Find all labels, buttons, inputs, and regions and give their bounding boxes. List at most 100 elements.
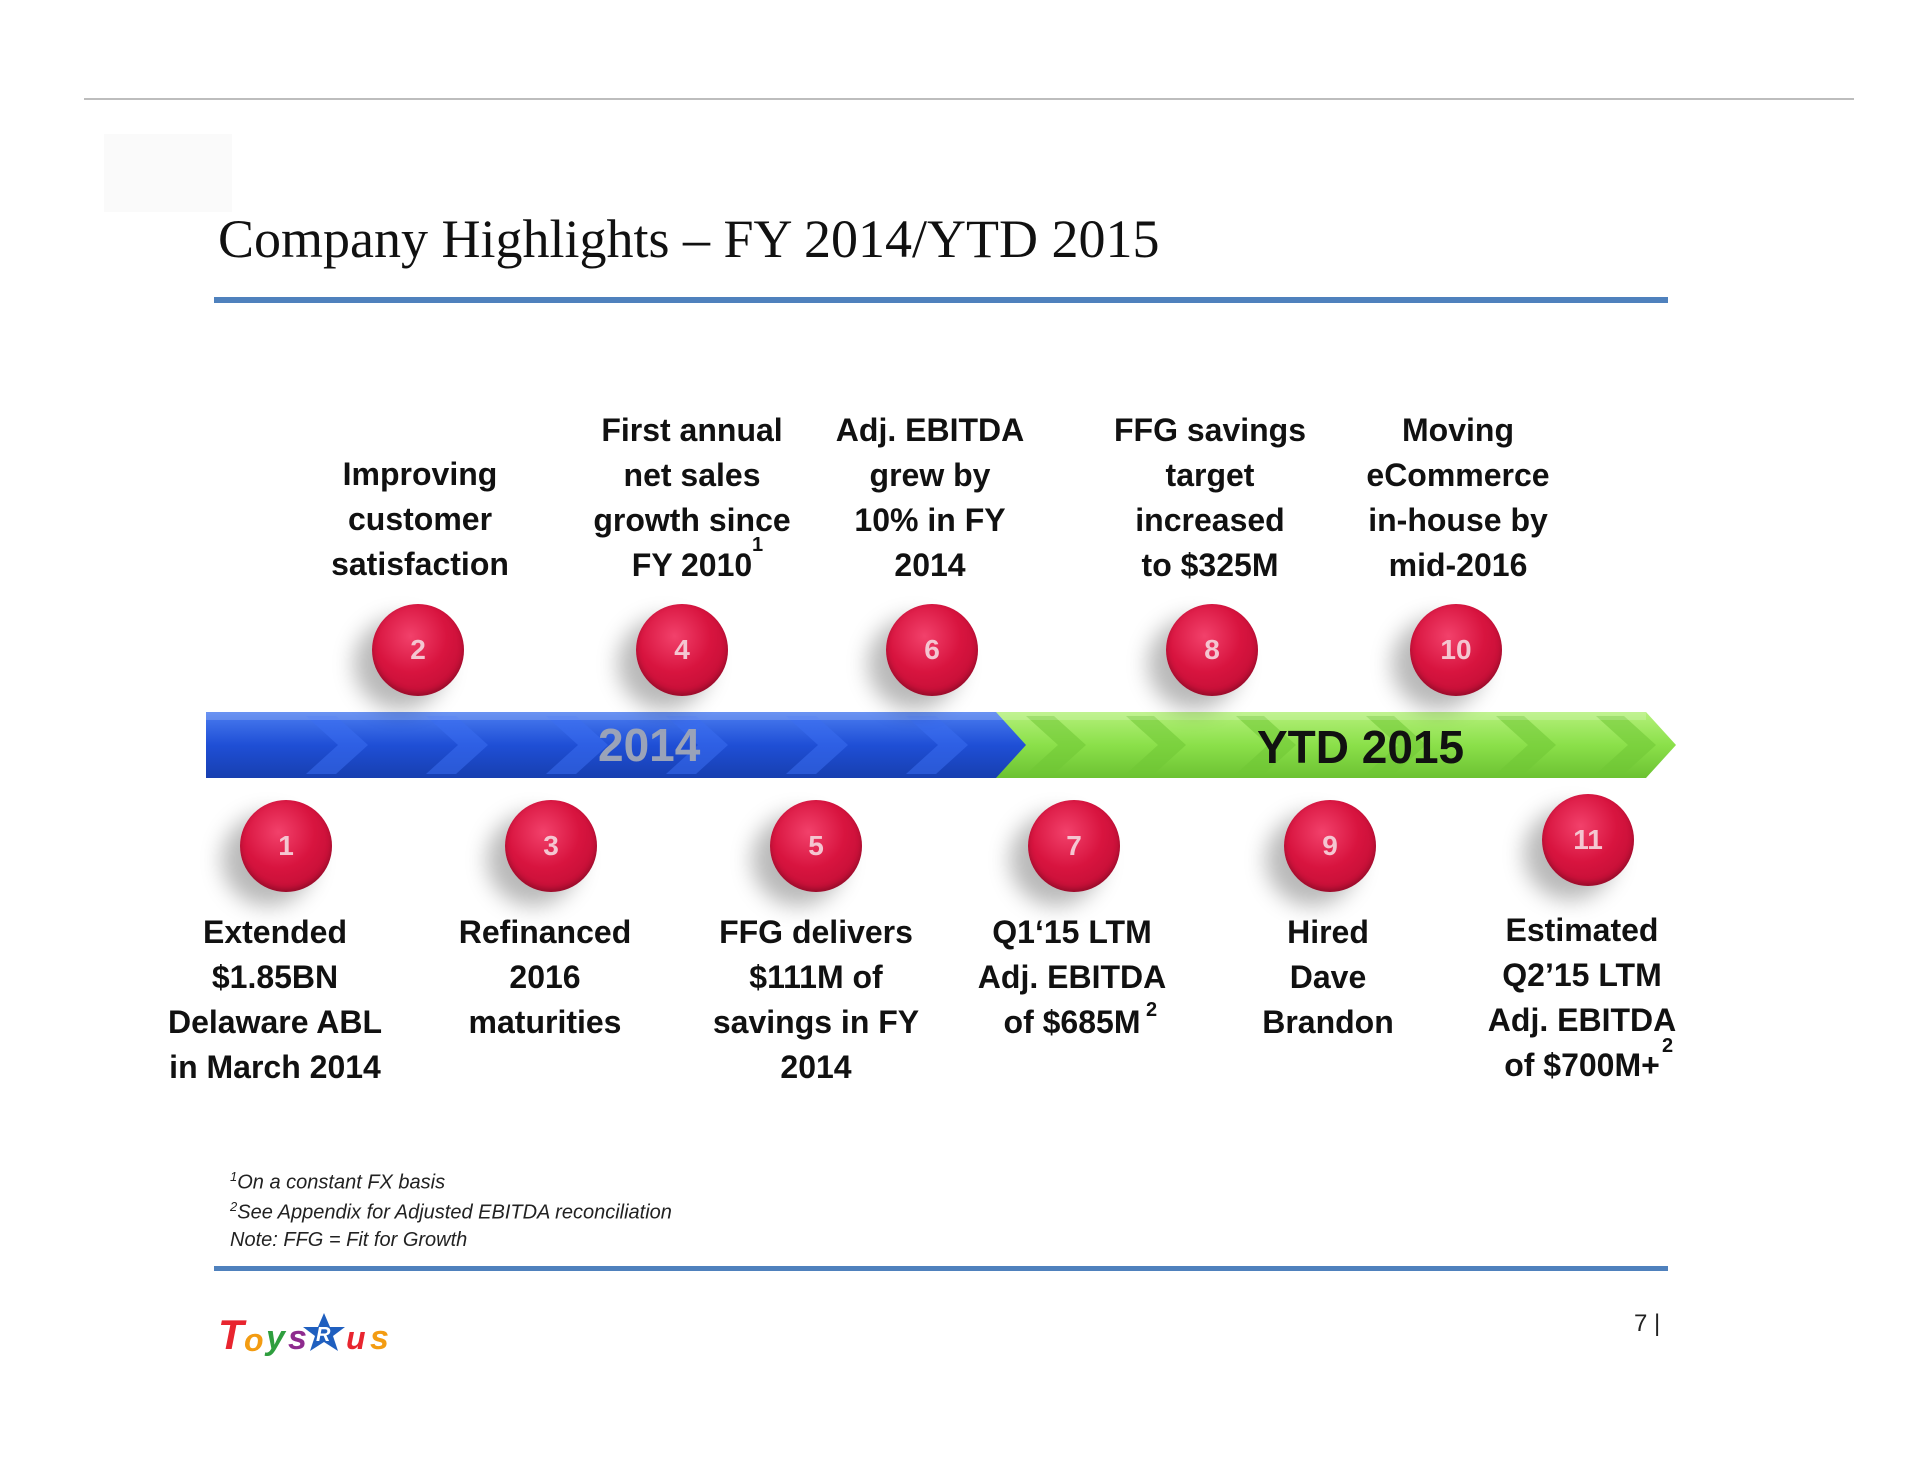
label-line: Q2’15 LTM bbox=[1502, 957, 1662, 993]
label-line: FY 2010 bbox=[631, 547, 753, 583]
milestone-label-10: Moving eCommerce in-house by mid-2016 bbox=[1328, 408, 1588, 588]
label-line: Estimated bbox=[1505, 912, 1659, 948]
footnote-1: 1On a constant FX basis bbox=[230, 1170, 445, 1193]
svg-text:s: s bbox=[288, 1319, 307, 1357]
milestone-marker-7: 7 bbox=[1028, 800, 1120, 892]
footnote-note: Note: FFG = Fit for Growth bbox=[230, 1230, 467, 1250]
milestone-label-1: Extended $1.85BN Delaware ABL in March 2… bbox=[145, 910, 405, 1090]
svg-text:u: u bbox=[346, 1320, 366, 1356]
timeline-chevron bbox=[1596, 716, 1656, 774]
label-line: 2014 bbox=[780, 1049, 852, 1085]
label-line: maturities bbox=[468, 1004, 622, 1040]
label-line: Q1‘15 LTM bbox=[992, 914, 1152, 950]
label-line: in-house by bbox=[1368, 502, 1548, 538]
footnote-2: 2See Appendix for Adjusted EBITDA reconc… bbox=[230, 1200, 672, 1223]
label-line: Brandon bbox=[1262, 1004, 1394, 1040]
label-line: mid-2016 bbox=[1388, 547, 1528, 583]
milestone-number: 2 bbox=[410, 634, 426, 665]
milestone-marker-4: 4 bbox=[636, 604, 728, 696]
timeline-chevron bbox=[1026, 716, 1086, 774]
timeline-chevron bbox=[426, 716, 488, 774]
label-line: net sales bbox=[623, 457, 761, 493]
label-line: 10% in FY bbox=[854, 502, 1006, 538]
milestone-label-7: Q1‘15 LTM Adj. EBITDA of $685M bbox=[942, 910, 1202, 1045]
label-line: of $685M bbox=[1003, 1004, 1141, 1040]
timeline-chevron bbox=[1126, 716, 1186, 774]
label-line: FFG savings bbox=[1113, 412, 1307, 448]
milestone-label-3: Refinanced 2016 maturities bbox=[415, 910, 675, 1045]
milestone-label-11: Estimated Q2’15 LTM Adj. EBITDA of $700M… bbox=[1452, 908, 1712, 1088]
milestone-label-9: Hired Dave Brandon bbox=[1198, 910, 1458, 1045]
footnote-ref-2: 2 bbox=[1662, 1035, 1674, 1057]
footnote-marker: 1 bbox=[230, 1169, 238, 1184]
label-line: customer bbox=[347, 501, 493, 537]
footnote-text: Note: FFG = Fit for Growth bbox=[230, 1229, 468, 1251]
label-line: of $700M+ bbox=[1504, 1047, 1660, 1083]
milestone-number: 9 bbox=[1322, 830, 1338, 861]
milestone-marker-3: 3 bbox=[505, 800, 597, 892]
milestone-marker-6: 6 bbox=[886, 604, 978, 696]
timeline-chevron bbox=[1366, 716, 1426, 774]
label-line: Extended bbox=[202, 914, 348, 950]
label-line: 2016 bbox=[509, 959, 581, 995]
footnote-ref-1: 1 bbox=[752, 534, 764, 556]
label-line: Adj. EBITDA bbox=[977, 959, 1167, 995]
milestone-label-4: First annual net sales growth since FY 2… bbox=[562, 408, 822, 588]
timeline-chevron bbox=[786, 716, 848, 774]
timeline-chevron bbox=[306, 716, 368, 774]
footnote-marker: 2 bbox=[230, 1199, 238, 1214]
label-line: to $325M bbox=[1141, 547, 1279, 583]
label-line: savings in FY bbox=[712, 1004, 920, 1040]
label-line: $111M of bbox=[749, 959, 883, 995]
label-line: Improving bbox=[342, 456, 498, 492]
label-line: target bbox=[1165, 457, 1255, 493]
milestone-number: 11 bbox=[1573, 824, 1603, 855]
milestone-number: 10 bbox=[1440, 634, 1472, 665]
label-line: First annual bbox=[601, 412, 783, 448]
timeline-highlight bbox=[206, 712, 1646, 720]
milestone-marker-10: 10 bbox=[1410, 604, 1502, 696]
label-line: Delaware ABL bbox=[168, 1004, 382, 1040]
label-line: growth since bbox=[593, 502, 791, 538]
footnote-text: See Appendix for Adjusted EBITDA reconci… bbox=[237, 1201, 672, 1224]
timeline-label-ytd-2015: YTD 2015 bbox=[1257, 721, 1465, 773]
milestone-marker-11: 11 bbox=[1542, 794, 1634, 886]
timeline-arrow bbox=[206, 712, 1676, 778]
label-line: Dave bbox=[1289, 959, 1367, 995]
milestone-label-5: FFG delivers $111M of savings in FY 2014 bbox=[686, 910, 946, 1090]
milestone-label-8: FFG savings target increased to $325M bbox=[1080, 408, 1340, 588]
label-line: FFG delivers bbox=[719, 914, 913, 950]
milestone-number: 4 bbox=[674, 634, 690, 665]
label-line: Refinanced bbox=[458, 914, 632, 950]
label-line: Hired bbox=[1287, 914, 1369, 950]
timeline-chevron bbox=[906, 716, 968, 774]
timeline-label-2014: 2014 bbox=[598, 719, 701, 771]
label-line: 2014 bbox=[894, 547, 966, 583]
label-line: eCommerce bbox=[1366, 457, 1550, 493]
label-line: in March 2014 bbox=[169, 1049, 381, 1085]
milestone-number: 8 bbox=[1204, 634, 1220, 665]
milestone-marker-1: 1 bbox=[240, 800, 332, 892]
label-line: Adj. EBITDA bbox=[835, 412, 1025, 448]
milestone-number: 7 bbox=[1066, 830, 1082, 861]
milestone-marker-2: 2 bbox=[372, 604, 464, 696]
title-underline bbox=[214, 297, 1668, 303]
footnote-text: On a constant FX basis bbox=[237, 1171, 446, 1194]
footnote-ref-2: 2 bbox=[1146, 999, 1158, 1021]
svg-text:o: o bbox=[244, 1322, 264, 1358]
milestone-number: 6 bbox=[924, 634, 940, 665]
footer-rule bbox=[214, 1266, 1668, 1271]
svg-text:R: R bbox=[316, 1324, 331, 1346]
milestone-marker-9: 9 bbox=[1284, 800, 1376, 892]
label-line: satisfaction bbox=[331, 546, 509, 582]
page-title: Company Highlights – FY 2014/YTD 2015 bbox=[218, 209, 1160, 269]
label-line: increased bbox=[1135, 502, 1285, 538]
svg-text:T: T bbox=[218, 1311, 247, 1358]
corner-placeholder bbox=[104, 134, 232, 212]
svg-text:s: s bbox=[370, 1319, 389, 1357]
milestone-label-2: Improving customer satisfaction bbox=[290, 452, 550, 587]
timeline-chevron bbox=[1236, 716, 1296, 774]
label-line: Adj. EBITDA bbox=[1487, 1002, 1677, 1038]
milestone-marker-8: 8 bbox=[1166, 604, 1258, 696]
milestone-number: 1 bbox=[278, 830, 294, 861]
